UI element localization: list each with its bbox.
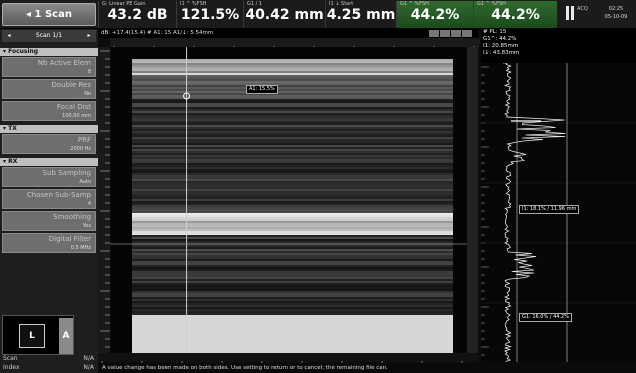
reading-field[interactable]: G1 ^ %FSH 44.2% <box>396 1 473 28</box>
parameter-value: 8 <box>87 69 91 75</box>
scan-next-button[interactable]: ▸ <box>87 32 91 39</box>
pause-icon[interactable] <box>566 6 574 20</box>
reading-label: G: Linear PE Gain <box>102 1 146 7</box>
reading-label: G1 ^ %FSH <box>477 1 506 7</box>
reading-value: 44.2% <box>491 7 540 23</box>
reading-label: G1 ^ %FSH <box>400 1 429 7</box>
ascan-header: # PL: 15 G1^: 44.2% I1: 20.85mm I↓: 43.8… <box>481 29 636 63</box>
scan-prev-button[interactable]: ◂ <box>7 32 11 39</box>
clock-time: 02:25 <box>608 6 624 12</box>
parameter-value: 100.00 mm <box>62 113 91 119</box>
reading-field[interactable]: G1 ^ %FSH 44.2% <box>473 1 557 28</box>
bscan-toolbar <box>429 30 472 37</box>
ascan-header-line: # PL: 15 <box>483 29 507 35</box>
parameter-label: Nb Active Elem <box>37 59 91 67</box>
parameter-button[interactable]: Nb Active Elem 8 <box>2 57 96 77</box>
reading-value: 44.2% <box>410 7 460 23</box>
bscan-cursor-label: A1: 15.5% <box>246 85 278 94</box>
ascan-header-line: G1^: 44.2% <box>483 36 517 42</box>
section-header[interactable]: ▾ RX <box>0 158 98 166</box>
view-layout-button[interactable]: ◂ 1 Scan <box>2 3 96 26</box>
parameter-label: PRF <box>77 136 91 144</box>
parameter-button[interactable]: Digital Filter 0.5 MHz <box>2 233 96 253</box>
ascan-label-low: G1: 16.0% / 44.2% <box>519 313 572 322</box>
ascan-view[interactable]: I1: 18.1% / 11.96 mm G1: 16.0% / 44.2% <box>481 63 636 362</box>
ascan-label-mid: I1: 18.1% / 11.96 mm <box>519 205 580 214</box>
parameter-value: 2000 Hz <box>70 146 91 152</box>
ascan-header-line: I↓: 43.83mm <box>483 50 520 56</box>
parameter-label: Focal Dist <box>56 103 91 111</box>
palette-icon[interactable] <box>440 30 450 37</box>
section-header[interactable]: ▾ TX <box>0 125 98 133</box>
parameter-value: Yes <box>82 223 91 229</box>
status-scan: Scan N/A <box>0 354 98 363</box>
reading-value: 4.25 mm <box>326 7 396 23</box>
ascan-header-line: I1: 20.85mm <box>483 43 519 49</box>
parameter-value: 0.5 MHz <box>70 245 91 251</box>
reading-field[interactable]: G1 / 1 40.42 mm <box>243 1 325 28</box>
status-index-label: Index <box>3 364 20 371</box>
parameter-value: Auto <box>79 179 91 185</box>
parameter-button[interactable]: Chosen Sub-Samp 4 <box>2 189 96 209</box>
section-header[interactable]: ▾ Focusing <box>0 48 98 56</box>
bscan-left-ruler <box>98 47 110 353</box>
ascan-waveform <box>481 63 636 362</box>
clock: 02:25 05-10-09 <box>599 5 633 21</box>
settings-icon[interactable] <box>462 30 472 37</box>
status-scan-label: Scan <box>3 355 18 362</box>
parameter-value: No <box>84 91 91 97</box>
bscan-color-scale[interactable] <box>467 47 478 353</box>
cursor-icon[interactable] <box>451 30 461 37</box>
status-scan-value: N/A <box>83 355 94 362</box>
parameter-label: Chosen Sub-Samp <box>26 191 91 199</box>
reading-value: 43.2 dB <box>107 7 168 23</box>
zoom-icon[interactable] <box>429 30 439 37</box>
reading-value: 121.5% <box>180 7 240 23</box>
bscan-top-ruler <box>110 38 480 53</box>
scan-navigator: ◂ Scan 1/1 ▸ <box>2 30 96 42</box>
parameter-button[interactable]: Sub Sampling Auto <box>2 167 96 187</box>
bscan-image <box>110 47 478 353</box>
bscan-view[interactable]: A1: 15.5% <box>110 47 478 353</box>
parameter-label: Sub Sampling <box>42 169 91 177</box>
probe-mini-view[interactable]: L A <box>2 315 74 355</box>
bscan-header-text: dB: +17.4(15.4) # A1: 15 A1/↓: 5.54mm <box>101 30 214 36</box>
scan-nav-label: Scan 1/1 <box>35 32 63 39</box>
parameter-value: 4 <box>87 201 91 207</box>
status-index-value: N/A <box>83 364 94 371</box>
parameter-label: Smoothing <box>53 213 91 221</box>
reading-field[interactable]: G: Linear PE Gain 43.2 dB <box>98 1 176 28</box>
bscan-bottom-ruler <box>98 353 478 368</box>
reading-field[interactable]: I1 ^ %FSH 121.5% <box>176 1 243 28</box>
parameter-button[interactable]: Focal Dist 100.00 mm <box>2 101 96 121</box>
parameter-label: Double Res <box>51 81 91 89</box>
status-message: A value change has been made on both sid… <box>98 363 636 373</box>
mini-view-left-label: L <box>19 324 45 348</box>
reading-field[interactable]: I1 ↓ Start 4.25 mm <box>325 1 396 28</box>
parameter-label: Digital Filter <box>48 235 91 243</box>
parameter-button[interactable]: Double Res No <box>2 79 96 99</box>
parameter-button[interactable]: PRF 2000 Hz <box>2 134 96 154</box>
reading-label: I1 ^ %FSH <box>180 1 207 7</box>
ruler-ticks <box>100 50 110 348</box>
acquisition-status: ACQ <box>577 6 588 12</box>
reading-label: G1 / 1 <box>247 1 263 7</box>
clock-date: 05-10-09 <box>604 14 628 20</box>
reading-value: 40.42 mm <box>245 7 324 23</box>
status-index: Index N/A <box>0 363 98 373</box>
mini-view-a-label: A <box>59 318 73 354</box>
parameter-button[interactable]: Smoothing Yes <box>2 211 96 231</box>
reading-label: I1 ↓ Start <box>329 1 354 7</box>
parameter-panel: ◂ Scan 1/1 ▸ ▾ Focusing Nb Active Elem 8 Do… <box>0 29 98 373</box>
top-bar: ◂ 1 Scan G: Linear PE Gain 43.2 dB I1 ^ %F… <box>0 0 636 29</box>
bscan-header: dB: +17.4(15.4) # A1: 15 A1/↓: 5.54mm <box>98 29 478 38</box>
